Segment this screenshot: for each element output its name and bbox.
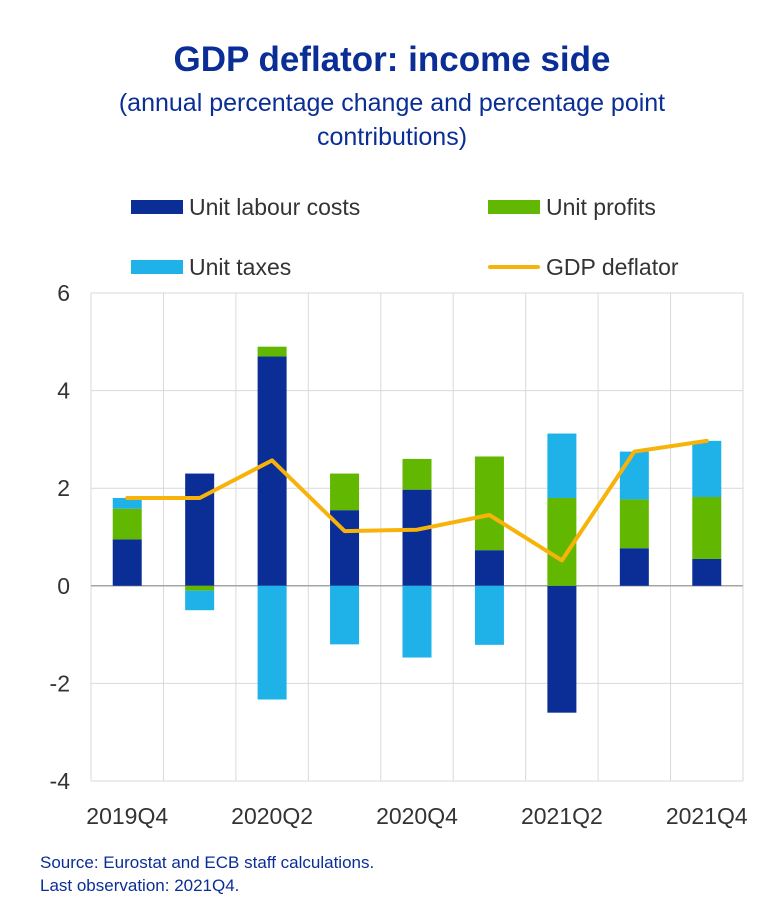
bar-unit-taxes-2021q4 (692, 440, 722, 497)
bar-unit-labour-costs-2019q4 (112, 539, 142, 586)
y-tick-label: -2 (50, 670, 70, 696)
bar-unit-taxes-2020q2 (257, 585, 287, 700)
chart-title: GDP deflator: income side (173, 40, 611, 79)
bar-unit-taxes-2021q2 (547, 433, 577, 498)
y-tick-label: 2 (57, 475, 70, 501)
legend-label-unit-taxes: Unit taxes (189, 253, 292, 280)
bar-unit-labour-costs-2020q1 (185, 473, 215, 586)
x-tick-label: 2021Q4 (666, 803, 748, 829)
y-tick-label: -4 (50, 768, 71, 794)
y-tick-label: 0 (57, 573, 70, 599)
bar-unit-labour-costs-2021q1 (474, 550, 504, 586)
bar-unit-profits-2019q4 (112, 508, 142, 540)
bar-unit-profits-2021q3 (619, 499, 649, 549)
legend-item-unit-labour-costs: Unit labour costs (131, 193, 360, 221)
legend-item-unit-profits: Unit profits (488, 193, 656, 221)
bar-unit-profits-2021q2 (547, 497, 577, 586)
chart-subtitle: (annual percentage change and percentage… (118, 89, 666, 151)
legend-swatch-unit-profits (488, 200, 540, 214)
legend-label-gdp-deflator: GDP deflator (546, 253, 679, 280)
x-tick-label: 2019Q4 (86, 803, 168, 829)
bar-unit-profits-2021q4 (692, 496, 722, 559)
legend-label-unit-labour-costs: Unit labour costs (189, 193, 361, 220)
legend-item-unit-taxes: Unit taxes (131, 253, 291, 281)
bar-unit-taxes-2019q4 (112, 497, 142, 509)
source-note: Source: Eurostat and ECB staff calculati… (40, 853, 375, 872)
bar-unit-profits-2020q3 (330, 473, 360, 511)
bar-unit-taxes-2021q3 (619, 451, 649, 500)
bar-unit-labour-costs-2021q2 (547, 585, 577, 713)
x-tick-label: 2020Q4 (376, 803, 458, 829)
bar-unit-taxes-2020q4 (402, 585, 432, 658)
bar-unit-profits-2020q4 (402, 458, 432, 490)
bar-unit-profits-2020q2 (257, 346, 287, 357)
x-tick-label: 2020Q2 (231, 803, 313, 829)
bar-unit-taxes-2021q1 (474, 585, 504, 645)
legend-label-unit-profits: Unit profits (546, 193, 656, 220)
bar-unit-labour-costs-2021q4 (692, 558, 722, 586)
legend-item-gdp-deflator: GDP deflator (488, 253, 679, 281)
x-tick-label: 2021Q2 (521, 803, 603, 829)
line-gdp-deflator (125, 438, 709, 563)
y-tick-label: 4 (57, 378, 70, 404)
bar-unit-labour-costs-2021q3 (619, 548, 649, 586)
bar-unit-taxes-2020q3 (330, 585, 360, 645)
legend-swatch-unit-taxes (131, 260, 183, 274)
y-tick-label: 6 (57, 280, 70, 306)
bar-unit-labour-costs-2020q4 (402, 489, 432, 586)
last-observation-note: Last observation: 2021Q4. (40, 876, 240, 895)
legend-swatch-unit-labour-costs (131, 200, 183, 214)
legend-line-gdp-deflator (488, 265, 540, 269)
bar-unit-profits-2020q1 (185, 585, 215, 591)
bar-unit-taxes-2020q1 (185, 590, 215, 611)
bar-unit-profits-2021q1 (474, 456, 504, 551)
